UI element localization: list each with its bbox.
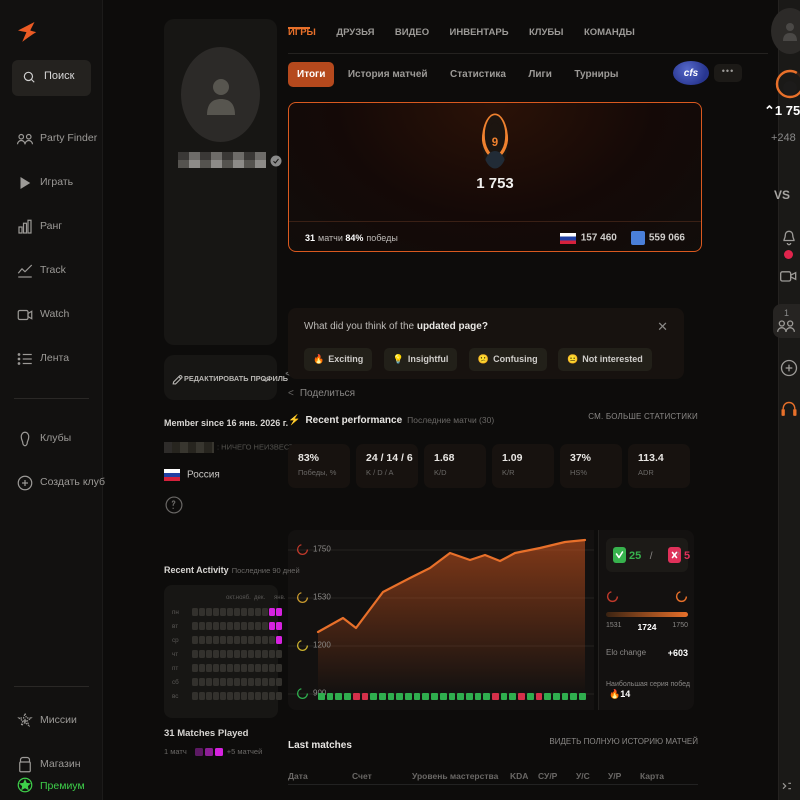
svg-text:9: 9 [492,137,498,149]
